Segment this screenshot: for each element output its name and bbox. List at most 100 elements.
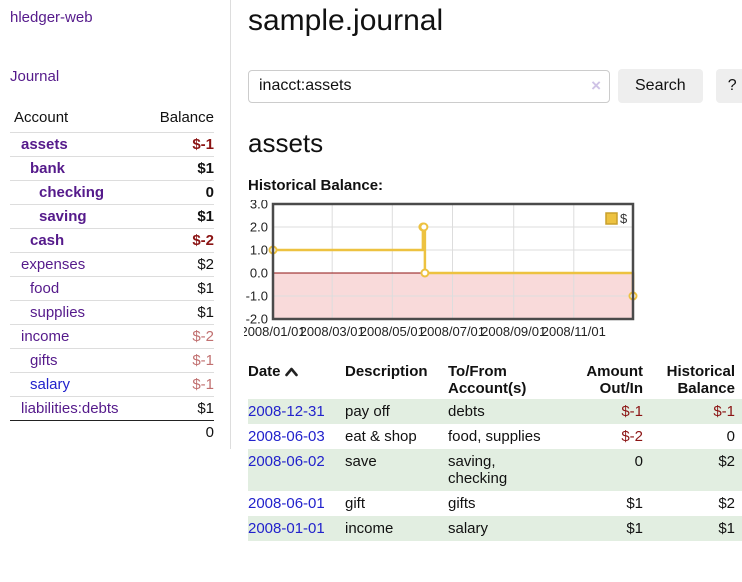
account-name-cell: assets bbox=[10, 133, 146, 157]
account-link[interactable]: cash bbox=[30, 232, 65, 249]
account-row: cash $-2 bbox=[10, 228, 214, 253]
accounts-total-spacer bbox=[10, 421, 146, 445]
account-row: expenses $2 bbox=[10, 252, 214, 277]
transaction-amount: 0 bbox=[634, 453, 643, 470]
account-name-cell: saving bbox=[10, 205, 146, 229]
y-tick-label: -2.0 bbox=[246, 312, 268, 327]
transaction-description: pay off bbox=[345, 403, 390, 420]
account-link[interactable]: gifts bbox=[30, 352, 58, 369]
transaction-date-cell: 2008-06-03 bbox=[248, 424, 345, 449]
account-balance: $1 bbox=[197, 208, 214, 225]
transaction-date-link[interactable]: 2008-06-03 bbox=[248, 428, 325, 445]
search-box: × bbox=[248, 69, 610, 103]
x-tick-label: 2008/03/01 bbox=[300, 324, 365, 339]
y-tick-label: 1.0 bbox=[250, 243, 268, 258]
account-row: bank $1 bbox=[10, 156, 214, 181]
legend-label: $ bbox=[620, 211, 628, 226]
account-balance: $1 bbox=[197, 160, 214, 177]
sidebar: hledger-web Journal Account Balance asse… bbox=[0, 0, 231, 449]
account-row: gifts $-1 bbox=[10, 348, 214, 373]
account-link[interactable]: food bbox=[30, 280, 60, 297]
transaction-accounts: saving, checking bbox=[448, 453, 508, 487]
account-row: saving $1 bbox=[10, 204, 214, 229]
transaction-balance: $-1 bbox=[713, 403, 735, 420]
brand-link[interactable]: hledger-web bbox=[10, 9, 93, 26]
transaction-date-link[interactable]: 2008-12-31 bbox=[248, 403, 325, 420]
register-table: Date Description To/From Account(s) Amou… bbox=[248, 361, 742, 541]
transaction-amount: $-1 bbox=[621, 403, 643, 420]
account-name-cell: liabilities:debts bbox=[10, 397, 146, 421]
register-col-amount: Amount Out/In bbox=[586, 363, 643, 397]
account-row: checking 0 bbox=[10, 180, 214, 205]
register-row: 2008-06-03 eat & shop food, supplies $-2 0 bbox=[248, 424, 742, 449]
y-tick-label: -1.0 bbox=[246, 289, 268, 304]
accounts-total-row: 0 bbox=[10, 420, 214, 445]
transaction-date-link[interactable]: 2008-01-01 bbox=[248, 520, 325, 537]
main-content: sample.journal × Search ? assets Histori… bbox=[231, 0, 742, 541]
transaction-date-link[interactable]: 2008-06-02 bbox=[248, 453, 325, 470]
account-row: liabilities:debts $1 bbox=[10, 396, 214, 421]
register-col-accounts: To/From Account(s) bbox=[448, 363, 527, 397]
account-link[interactable]: supplies bbox=[30, 304, 86, 321]
account-name-cell: checking bbox=[10, 181, 146, 205]
search-input[interactable] bbox=[248, 69, 610, 103]
transaction-accounts: food, supplies bbox=[448, 428, 541, 445]
transaction-date-cell: 2008-06-01 bbox=[248, 491, 345, 516]
account-link[interactable]: assets bbox=[21, 136, 68, 153]
search-row: × Search ? bbox=[248, 69, 742, 103]
chart-title: Historical Balance: bbox=[248, 177, 384, 194]
account-name-cell: supplies bbox=[10, 301, 146, 325]
data-point-marker bbox=[419, 222, 429, 232]
account-link[interactable]: expenses bbox=[21, 256, 86, 273]
account-balance: $1 bbox=[197, 280, 214, 297]
account-row: supplies $1 bbox=[10, 300, 214, 325]
clear-search-icon[interactable]: × bbox=[591, 75, 601, 95]
account-link[interactable]: liabilities:debts bbox=[21, 400, 119, 417]
account-row: assets $-1 bbox=[10, 132, 214, 157]
account-row: food $1 bbox=[10, 276, 214, 301]
register-col-date[interactable]: Date bbox=[248, 361, 345, 399]
account-balance: $-2 bbox=[192, 328, 214, 345]
transaction-date-cell: 2008-12-31 bbox=[248, 399, 345, 424]
transaction-balance: 0 bbox=[726, 428, 735, 445]
y-tick-label: 3.0 bbox=[250, 200, 268, 212]
balance-chart-svg: $3.0 2.0 1.0 0.0 -1.0 -2.02008/01/012008/03/0… bbox=[240, 197, 638, 339]
account-name-cell: bank bbox=[10, 157, 146, 181]
transaction-amount: $-2 bbox=[621, 428, 643, 445]
account-balance: $-1 bbox=[192, 136, 214, 153]
transaction-description: save bbox=[345, 453, 377, 470]
account-balance: $-1 bbox=[192, 376, 214, 393]
account-row: income $-2 bbox=[10, 324, 214, 349]
help-button[interactable]: ? bbox=[715, 69, 742, 103]
register-col-balance: Historical Balance bbox=[666, 363, 735, 397]
register-row: 2008-12-31 pay off debts $-1 $-1 bbox=[248, 399, 742, 424]
plot-border bbox=[271, 202, 635, 321]
account-balance: $1 bbox=[197, 304, 214, 321]
sidebar-item-journal[interactable]: Journal bbox=[10, 68, 60, 85]
sort-asc-icon bbox=[284, 367, 298, 377]
accounts-total-value: 0 bbox=[205, 424, 214, 441]
page-title: sample.journal bbox=[248, 4, 444, 37]
account-link[interactable]: saving bbox=[39, 208, 87, 225]
accounts-table: Account Balance assets $-1 bank $1 checking 0… bbox=[10, 106, 214, 444]
transaction-accounts: gifts bbox=[448, 495, 476, 512]
accounts-header-row: Account Balance bbox=[10, 106, 214, 133]
register-row: 2008-06-02 save saving, checking 0 $2 bbox=[248, 449, 742, 491]
accounts-col-balance: Balance bbox=[159, 109, 214, 126]
x-tick-label: 2008/01/01 bbox=[244, 324, 306, 339]
account-link[interactable]: salary bbox=[30, 376, 71, 393]
account-row: salary $-1 bbox=[10, 372, 214, 397]
account-link[interactable]: checking bbox=[39, 184, 105, 201]
transaction-accounts: salary bbox=[448, 520, 489, 537]
transaction-description: gift bbox=[345, 495, 366, 512]
hledger-web-app: hledger-web Journal Account Balance asse… bbox=[0, 0, 742, 541]
account-name-cell: gifts bbox=[10, 349, 146, 373]
transaction-description: income bbox=[345, 520, 394, 537]
transaction-accounts: debts bbox=[448, 403, 485, 420]
search-button[interactable]: Search bbox=[618, 69, 703, 103]
transaction-date-link[interactable]: 2008-06-01 bbox=[248, 495, 325, 512]
account-link[interactable]: bank bbox=[30, 160, 66, 177]
account-link[interactable]: income bbox=[21, 328, 70, 345]
register-row: 2008-06-01 gift gifts $1 $2 bbox=[248, 491, 742, 516]
x-tick-label: 2008/07/01 bbox=[420, 324, 485, 339]
